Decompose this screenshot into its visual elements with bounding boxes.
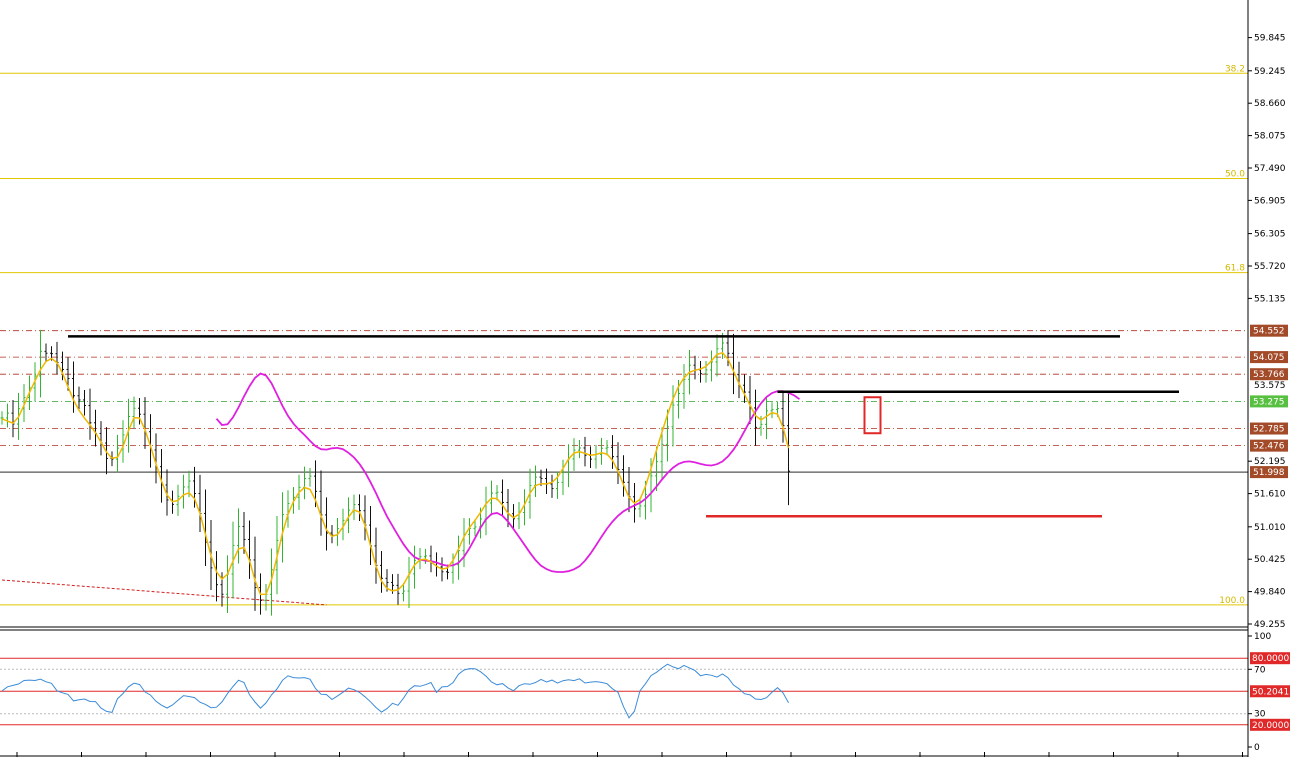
price-axis-label: 49.840 <box>1254 588 1286 598</box>
price-axis-label: 56.905 <box>1254 196 1286 206</box>
oscillator-level-badge-label: 80.0000 <box>1252 654 1289 664</box>
price-level-badge-label: 52.476 <box>1253 442 1285 452</box>
fib-level-label: 61.8 <box>1225 264 1245 274</box>
price-axis: 59.845 59.245 58.660 58.075 57.490 56.905 56.3… <box>1248 34 1286 753</box>
fibonacci-levels: 38.2 50.0 61.8 100.0 <box>0 64 1248 606</box>
price-axis-label: 58.075 <box>1254 132 1286 142</box>
oscillator-level-badge <box>1250 718 1290 731</box>
dotted-trendline <box>1 579 327 606</box>
price-level-badge-label: 54.075 <box>1253 353 1285 363</box>
price-axis-label: 51.610 <box>1254 490 1286 500</box>
price-level-badge <box>1250 395 1288 408</box>
oscillator-line <box>1 663 789 719</box>
price-level-badge <box>1250 324 1288 337</box>
chart-frame <box>0 0 1249 757</box>
price-axis-label: 49.255 <box>1254 620 1286 630</box>
price-axis-label: 58.660 <box>1254 99 1286 109</box>
price-axis-label: 50.425 <box>1254 555 1286 565</box>
highlight-box[interactable] <box>863 396 882 435</box>
price-level-badge-label: 53.275 <box>1253 397 1285 407</box>
price-axis-label: 55.135 <box>1254 294 1286 304</box>
level-badges: 54.552 54.075 53.766 53.275 52.785 52.476 51.9… <box>1250 324 1290 731</box>
oscillator-axis-label: 30 <box>1254 710 1266 720</box>
oscillator-level-badge-label: 50.2041 <box>1252 687 1289 697</box>
price-level-badge-label: 54.552 <box>1253 327 1285 337</box>
oscillator-panel <box>0 657 1248 726</box>
oscillator-axis-label: 70 <box>1254 665 1266 675</box>
price-level-badge <box>1250 351 1288 364</box>
price-level-badge <box>1250 439 1288 452</box>
oscillator-axis-label: 0 <box>1254 743 1260 753</box>
oscillator-level-badge <box>1250 685 1290 698</box>
price-level-badge <box>1250 466 1288 479</box>
price-level-badge-label: 52.785 <box>1253 425 1285 435</box>
price-level-badge-label: 53.766 <box>1253 370 1285 380</box>
trendline-layer <box>1 579 327 606</box>
fast-moving-average <box>1 351 790 596</box>
oscillator-level-badge-label: 20.0000 <box>1252 721 1289 731</box>
fib-level-label: 100.0 <box>1219 596 1245 606</box>
price-axis-label: 51.010 <box>1254 523 1286 533</box>
price-axis-label: 59.245 <box>1254 67 1286 77</box>
oscillator-axis-label: 100 <box>1254 632 1271 642</box>
price-level-badge-label: 51.998 <box>1253 468 1285 478</box>
price-axis-label: 59.845 <box>1254 34 1286 44</box>
price-axis-label: 53.575 <box>1254 381 1286 391</box>
oscillator-level-badge <box>1250 652 1290 665</box>
fib-level-label: 50.0 <box>1225 170 1245 180</box>
price-axis-label: 57.490 <box>1254 164 1286 174</box>
price-level-badge <box>1250 368 1288 381</box>
price-axis-label: 55.720 <box>1254 262 1286 272</box>
fib-level-label: 38.2 <box>1225 64 1245 74</box>
price-axis-label: 52.195 <box>1254 457 1286 467</box>
slow-moving-average <box>215 372 801 573</box>
support-resistance-lines[interactable] <box>68 335 1179 518</box>
price-axis-label: 56.305 <box>1254 230 1286 240</box>
moving-averages <box>1 351 801 596</box>
price-level-badge <box>1250 422 1288 435</box>
